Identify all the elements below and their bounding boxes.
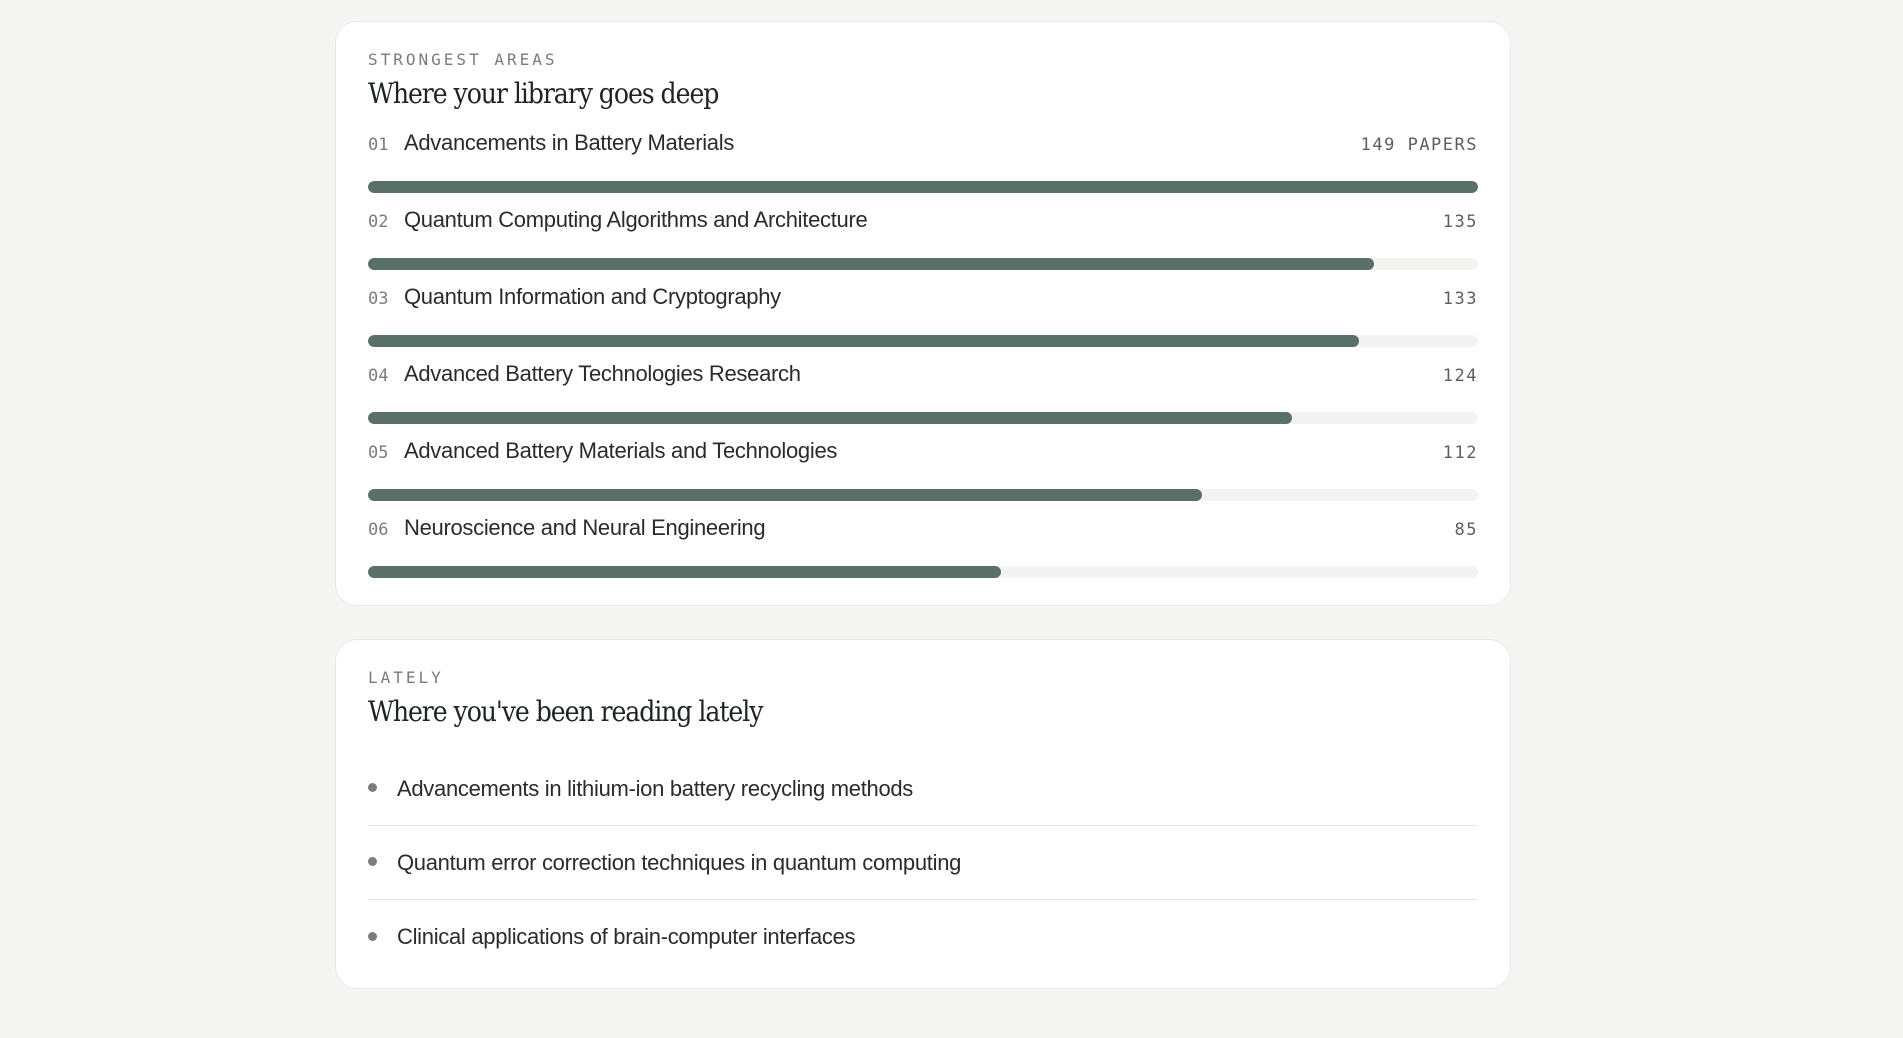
area-bar-track [368,412,1478,424]
area-bar-track [368,181,1478,193]
area-bar-track [368,566,1478,578]
bullet-icon [368,783,377,792]
lately-list: Advancements in lithium-ion battery recy… [368,752,1478,974]
area-bar-fill [368,258,1374,270]
area-bar-fill [368,412,1292,424]
area-row: 01 Advancements in Battery Materials 149… [368,130,1478,207]
area-rank: 06 [368,520,389,540]
bullet-icon [368,931,377,941]
area-rank: 01 [368,135,389,155]
area-bar-fill [368,566,1002,578]
lately-item[interactable]: Clinical applications of brain-computer … [368,900,1478,974]
lately-item-text: Quantum error correction techniques in q… [397,849,962,875]
lately-item-text: Clinical applications of brain-computer … [397,924,856,949]
area-paper-count: 149 PAPERS [1360,135,1478,155]
area-row: 03 Quantum Information and Cryptography … [368,284,1478,361]
area-name: Neuroscience and Neural Engineering [404,515,766,540]
area-row: 04 Advanced Battery Technologies Researc… [368,361,1478,438]
area-name: Quantum Information and Cryptography [404,284,781,309]
area-rank: 03 [368,289,389,309]
lately-item-text: Advancements in lithium-ion battery recy… [397,775,914,801]
lately-title: Where you've been reading lately [368,695,763,728]
area-bar-track [368,258,1478,270]
area-row: 02 Quantum Computing Algorithms and Arch… [368,207,1478,284]
area-row: 05 Advanced Battery Materials and Techno… [368,438,1478,515]
area-rank: 02 [368,212,389,232]
areas-list: 01 Advancements in Battery Materials 149… [368,130,1478,592]
strongest-areas-card: STRONGEST AREAS Where your library goes … [335,21,1511,606]
lately-item[interactable]: Quantum error correction techniques in q… [368,826,1478,900]
area-paper-count: 124 [1442,366,1478,386]
area-paper-count: 135 [1442,212,1478,232]
area-bar-fill [368,335,1359,347]
area-name: Advanced Battery Materials and Technolog… [404,438,838,463]
area-bar-fill [368,489,1203,501]
area-bar-track [368,335,1478,347]
area-name: Advanced Battery Technologies Research [404,361,801,386]
area-name: Quantum Computing Algorithms and Archite… [404,207,868,232]
lately-eyebrow: LATELY [368,668,444,687]
area-paper-count: 85 [1454,520,1478,540]
strongest-areas-eyebrow: STRONGEST AREAS [368,50,558,69]
area-bar-track [368,489,1478,501]
strongest-areas-title: Where your library goes deep [368,77,719,110]
lately-item[interactable]: Advancements in lithium-ion battery recy… [368,752,1478,826]
area-paper-count: 112 [1442,443,1478,463]
area-row: 06 Neuroscience and Neural Engineering 8… [368,515,1478,592]
area-rank: 05 [368,443,389,463]
bullet-icon [368,857,377,866]
area-name: Advancements in Battery Materials [404,130,735,155]
area-bar-fill [368,181,1478,193]
area-paper-count: 133 [1442,289,1478,309]
lately-card: LATELY Where you've been reading lately … [335,639,1511,989]
area-rank: 04 [368,366,389,386]
